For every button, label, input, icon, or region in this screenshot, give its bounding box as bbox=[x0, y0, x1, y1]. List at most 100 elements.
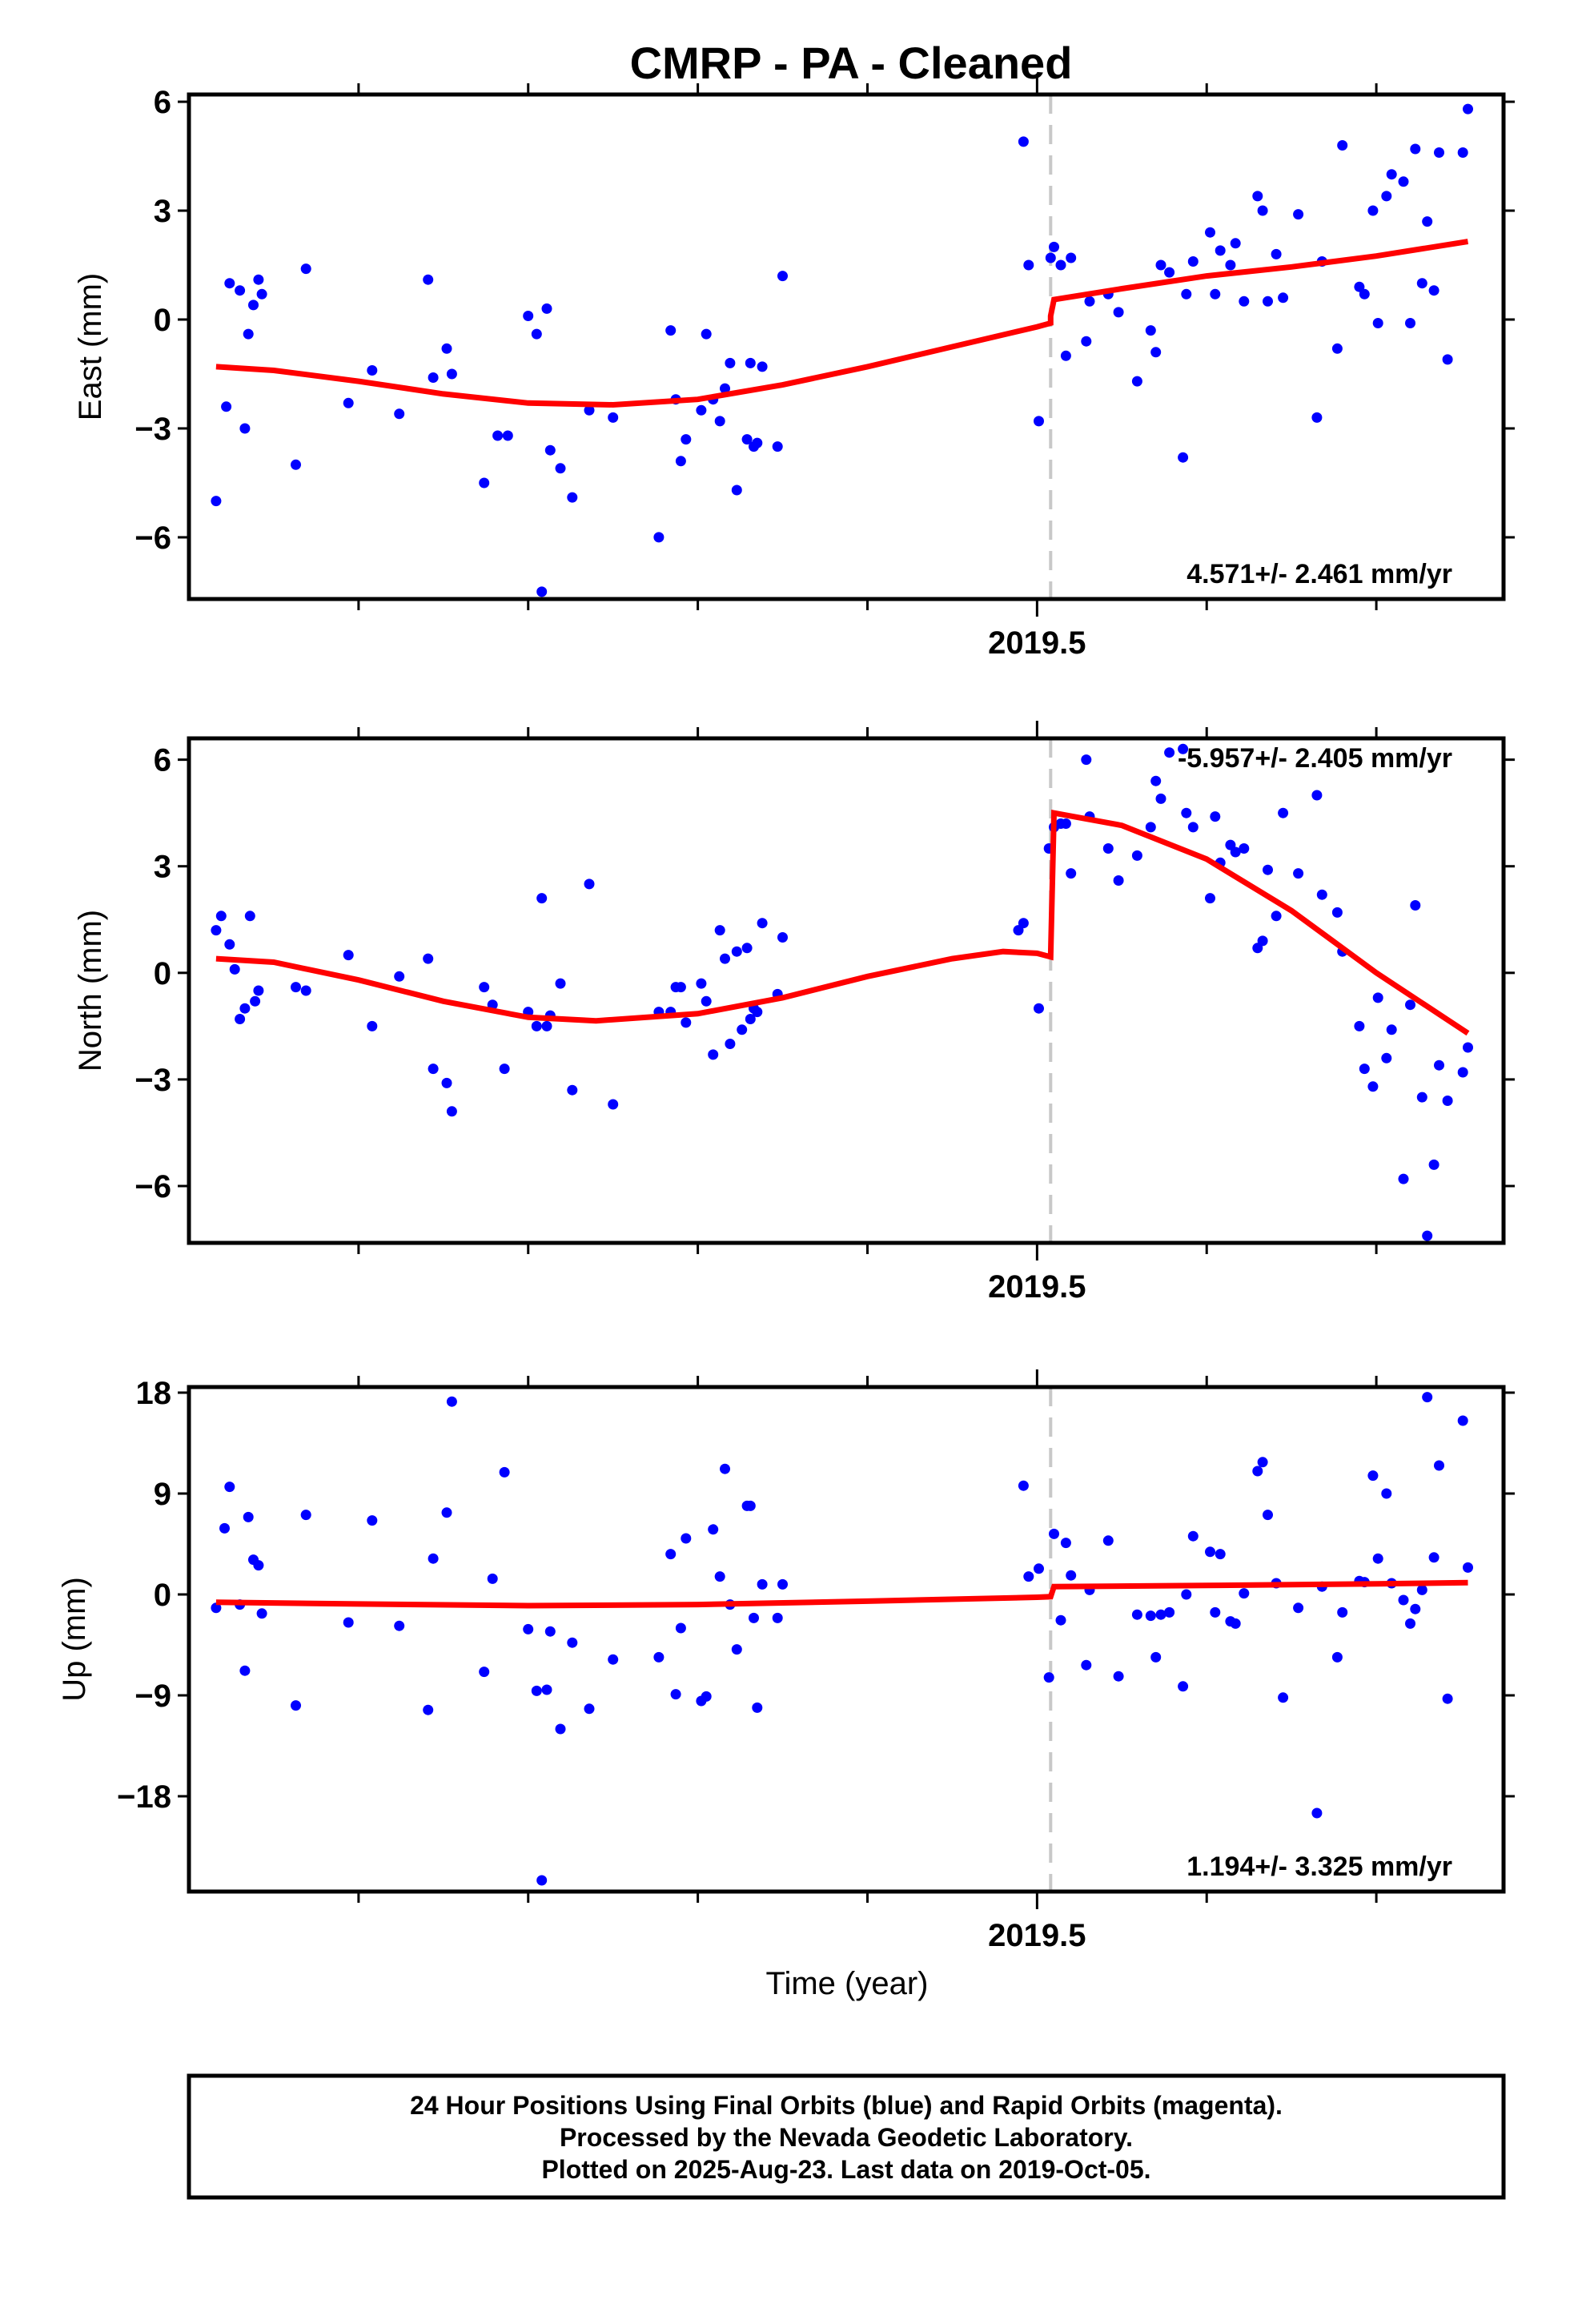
data-point bbox=[1457, 1067, 1468, 1078]
data-point bbox=[1060, 1538, 1071, 1549]
data-point bbox=[243, 328, 254, 340]
data-point bbox=[1055, 259, 1066, 271]
data-point bbox=[219, 1522, 230, 1534]
data-point bbox=[696, 978, 707, 989]
data-point bbox=[1049, 1528, 1059, 1539]
model-fit-line bbox=[215, 810, 1470, 1036]
data-point bbox=[536, 893, 548, 904]
x-tick-label: 2019.5 bbox=[988, 625, 1086, 661]
data-point bbox=[1354, 281, 1365, 292]
x-tick-label: 2019.5 bbox=[988, 1269, 1086, 1305]
data-point bbox=[1405, 999, 1415, 1011]
data-point bbox=[1410, 900, 1421, 911]
data-point bbox=[253, 985, 264, 996]
data-point bbox=[541, 1020, 552, 1031]
y-tick-label: 0 bbox=[154, 303, 171, 338]
data-point bbox=[531, 1685, 542, 1696]
plot-frame bbox=[187, 736, 1506, 1245]
data-point bbox=[423, 1704, 434, 1715]
data-point bbox=[777, 932, 788, 943]
data-point bbox=[701, 1691, 712, 1702]
data-point bbox=[555, 1723, 566, 1735]
data-point bbox=[1428, 285, 1439, 296]
data-point bbox=[1150, 347, 1162, 358]
data-point bbox=[394, 408, 405, 420]
data-point bbox=[757, 361, 768, 372]
data-point bbox=[1145, 325, 1156, 336]
data-point bbox=[1230, 1618, 1241, 1629]
data-point bbox=[555, 978, 566, 989]
data-point bbox=[1331, 907, 1343, 918]
data-point bbox=[1164, 267, 1175, 278]
data-point bbox=[1263, 296, 1273, 307]
data-point bbox=[1081, 336, 1092, 347]
data-point bbox=[1150, 1651, 1162, 1663]
data-point bbox=[523, 311, 534, 321]
data-point bbox=[1034, 416, 1044, 427]
footer-box: 24 Hour Positions Using Final Orbits (bl… bbox=[187, 2073, 1506, 2200]
data-point bbox=[720, 383, 730, 394]
data-point bbox=[1428, 1552, 1439, 1563]
data-point bbox=[1422, 1230, 1433, 1241]
data-point bbox=[1034, 1003, 1044, 1014]
data-point bbox=[701, 995, 712, 1007]
data-point bbox=[1442, 354, 1453, 365]
data-point bbox=[250, 995, 261, 1007]
data-point bbox=[291, 1700, 301, 1711]
data-point bbox=[1066, 868, 1077, 879]
data-point bbox=[446, 368, 457, 380]
data-point bbox=[253, 274, 264, 285]
data-point bbox=[1271, 248, 1282, 259]
data-point bbox=[1354, 1020, 1365, 1031]
data-point bbox=[1239, 843, 1250, 854]
data-point bbox=[1018, 918, 1029, 929]
data-point bbox=[608, 1654, 619, 1665]
data-point bbox=[1278, 1692, 1289, 1703]
data-point bbox=[1381, 1052, 1392, 1063]
y-axis-label: Up (mm) bbox=[57, 1577, 92, 1702]
data-point bbox=[731, 485, 742, 496]
data-point bbox=[544, 1626, 556, 1637]
data-point bbox=[541, 303, 552, 314]
data-point bbox=[224, 278, 235, 289]
data-point bbox=[446, 1106, 457, 1117]
data-point bbox=[492, 430, 504, 441]
data-point bbox=[1434, 1059, 1444, 1071]
data-point bbox=[441, 1507, 452, 1518]
data-point bbox=[772, 441, 783, 452]
x-tick-label: 2019.5 bbox=[988, 1918, 1086, 1953]
data-point bbox=[1081, 1659, 1092, 1671]
data-point bbox=[675, 1622, 686, 1634]
data-point bbox=[584, 404, 595, 416]
data-point bbox=[777, 271, 788, 282]
data-point bbox=[441, 343, 452, 354]
data-point bbox=[1359, 1063, 1370, 1075]
rate-label: 4.571+/- 2.461 mm/yr bbox=[1186, 559, 1452, 589]
data-point bbox=[1181, 288, 1192, 300]
data-point bbox=[1367, 1081, 1379, 1092]
data-point bbox=[343, 397, 354, 408]
data-point bbox=[725, 1039, 736, 1049]
data-point bbox=[1252, 1466, 1263, 1477]
data-point bbox=[367, 1020, 378, 1031]
data-point bbox=[1210, 811, 1221, 822]
data-point bbox=[725, 357, 736, 368]
data-point bbox=[1372, 1553, 1383, 1564]
panel-north: 6 3 0 −3 −6 2019.5 North (mm) -5.957+/- 2.40… bbox=[73, 721, 1515, 1305]
data-point bbox=[752, 437, 763, 448]
data-point bbox=[584, 879, 595, 890]
data-point bbox=[224, 1482, 235, 1493]
data-point bbox=[1150, 775, 1162, 786]
data-point bbox=[772, 1612, 783, 1623]
data-point bbox=[1398, 1173, 1409, 1184]
data-point bbox=[1398, 1594, 1409, 1606]
data-point bbox=[670, 1689, 681, 1700]
y-tick-label: 3 bbox=[154, 850, 171, 885]
data-point bbox=[608, 412, 619, 423]
data-point bbox=[1225, 259, 1236, 271]
y-tick-label: −18 bbox=[117, 1779, 171, 1815]
data-point bbox=[1205, 1546, 1215, 1558]
data-point bbox=[665, 1549, 677, 1560]
data-point bbox=[1405, 318, 1415, 328]
data-point bbox=[531, 1020, 542, 1031]
